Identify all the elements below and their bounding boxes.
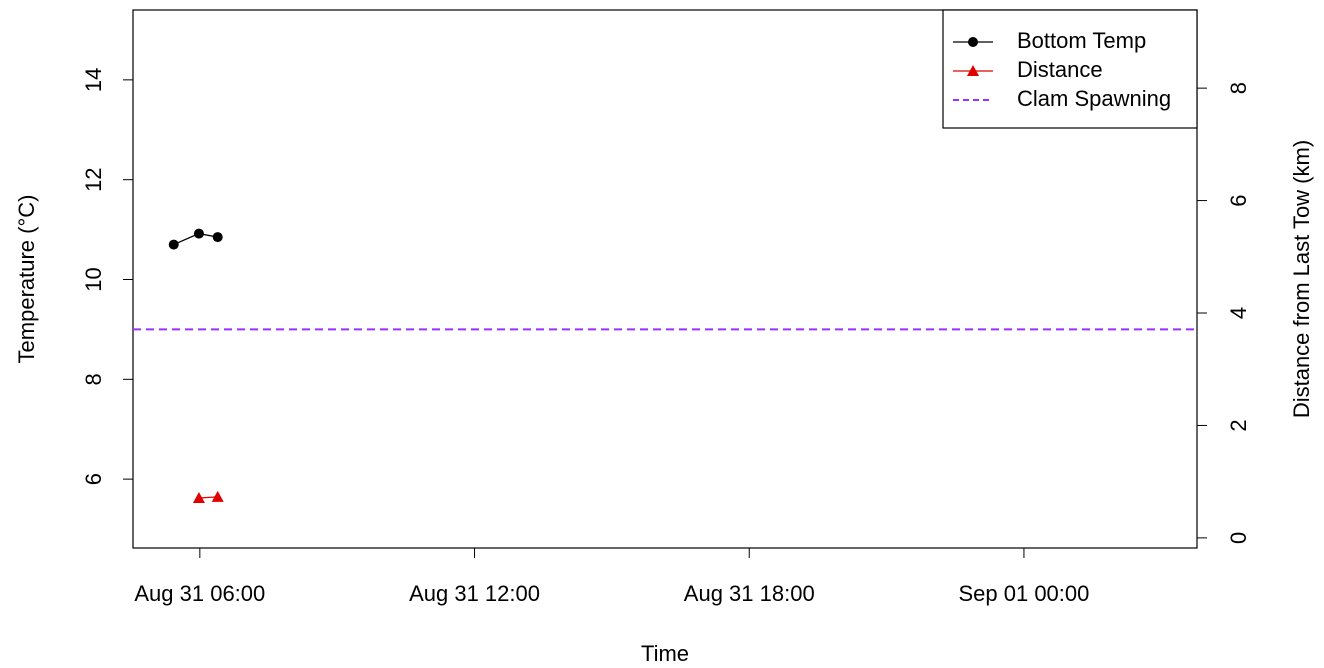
y-tick-label: 10 xyxy=(81,267,106,291)
x-tick-label: Aug 31 06:00 xyxy=(134,581,265,606)
y2-tick-label: 0 xyxy=(1226,532,1251,544)
y2-tick-label: 6 xyxy=(1226,194,1251,206)
legend-label: Distance xyxy=(1017,57,1103,82)
y-axis-label: Temperature (°C) xyxy=(14,195,39,364)
y2-tick-label: 4 xyxy=(1226,307,1251,319)
x-tick-label: Aug 31 12:00 xyxy=(409,581,540,606)
y2-axis-label: Distance from Last Tow (km) xyxy=(1289,140,1314,418)
x-axis-label: Time xyxy=(641,641,689,666)
point xyxy=(212,232,223,243)
legend-label: Clam Spawning xyxy=(1017,86,1171,111)
y2-tick-label: 2 xyxy=(1226,419,1251,431)
legend-label: Bottom Temp xyxy=(1017,28,1146,53)
y-tick-label: 14 xyxy=(81,68,106,92)
legend-box xyxy=(942,9,1198,129)
point xyxy=(967,65,979,76)
y-tick-label: 8 xyxy=(81,373,106,385)
x-tick-label: Sep 01 00:00 xyxy=(958,581,1089,606)
y-tick-label: 6 xyxy=(81,473,106,485)
point xyxy=(192,491,205,503)
point xyxy=(168,239,179,250)
point xyxy=(211,490,224,502)
point xyxy=(968,37,978,47)
point xyxy=(193,228,204,239)
y2-tick-label: 8 xyxy=(1226,82,1251,94)
y-tick-label: 12 xyxy=(81,167,106,191)
x-tick-label: Aug 31 18:00 xyxy=(684,581,815,606)
